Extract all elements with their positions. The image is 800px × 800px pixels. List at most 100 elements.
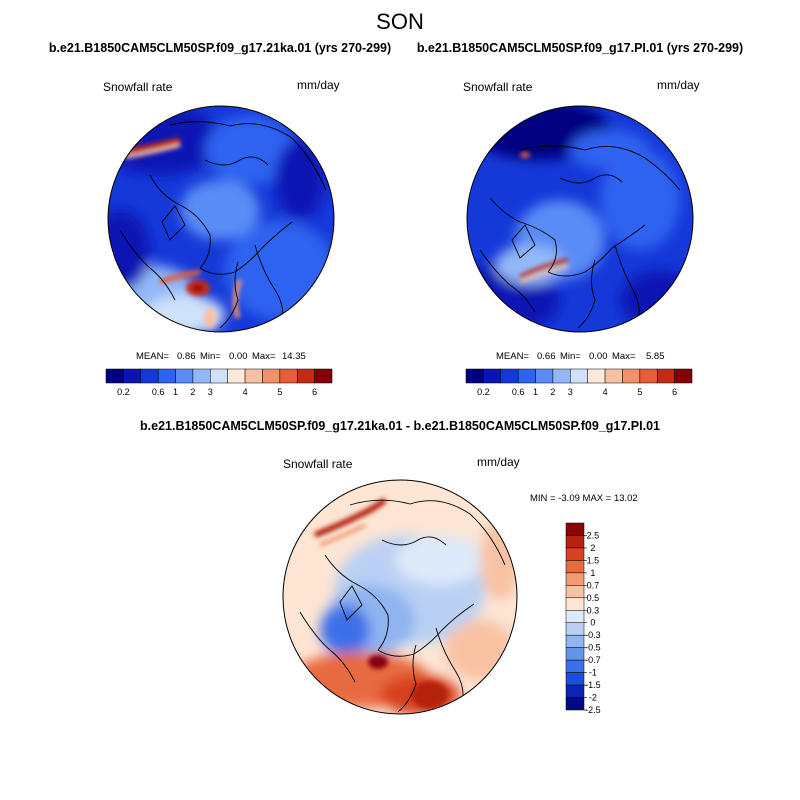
colorbar-difference-swatch xyxy=(565,672,585,686)
panel-2-variable: Snowfall rate xyxy=(463,80,533,94)
colorbar-difference-swatch xyxy=(565,634,585,648)
colorbar-difference-tick-label: -2.5 xyxy=(585,705,601,715)
colorbar-pi-tick-label: 3 xyxy=(568,387,573,397)
colorbar-pi-tick-label: 0.2 xyxy=(477,387,490,397)
colorbar-21ka-tick-label: 1 xyxy=(173,387,178,397)
panel-1-mean-label: MEAN= xyxy=(136,351,169,362)
map-difference xyxy=(282,479,518,715)
colorbar-difference-tick-label: -0.7 xyxy=(585,655,601,665)
map-21ka xyxy=(107,105,335,333)
colorbar-pi-swatch xyxy=(535,368,554,384)
colorbar-difference-swatch xyxy=(565,622,585,636)
colorbar-difference-tick-label: 2 xyxy=(590,543,595,553)
colorbar-pi-swatch xyxy=(500,368,519,384)
colorbar-21ka-swatch xyxy=(157,368,176,384)
panel-2-header: b.e21.B1850CAM5CLM50SP.f09_g17.PI.01 (yr… xyxy=(416,41,744,55)
colorbar-21ka-swatch xyxy=(175,368,194,384)
colorbar-21ka-swatch xyxy=(140,368,159,384)
colorbar-21ka-swatch xyxy=(210,368,228,384)
colorbar-pi-swatch xyxy=(517,368,536,384)
colorbar-difference-swatch xyxy=(565,572,585,586)
colorbar-21ka-tick-label: 5 xyxy=(277,387,282,397)
panel-2-mean: 0.66 xyxy=(537,351,556,362)
panel-3-header: b.e21.B1850CAM5CLM50SP.f09_g17.21ka.01 -… xyxy=(140,419,660,433)
panel-2-mean-label: MEAN= xyxy=(496,351,529,362)
panel-1-max: 14.35 xyxy=(282,351,306,362)
colorbar-difference-tick-label: -0.3 xyxy=(585,630,601,640)
colorbar-pi-tick-label: 4 xyxy=(603,387,608,397)
map-pi xyxy=(466,105,694,333)
colorbar-pi-swatch xyxy=(483,368,502,384)
panel-1-header: b.e21.B1850CAM5CLM50SP.f09_g17.21ka.01 (… xyxy=(48,41,392,55)
panel-2-max-label: Max= xyxy=(612,351,636,362)
panel-2-units: mm/day xyxy=(657,78,700,92)
colorbar-difference-tick-label: -2 xyxy=(589,693,597,703)
colorbar-21ka-tick-label: 2 xyxy=(190,387,195,397)
colorbar-21ka-tick-label: 0.2 xyxy=(117,387,130,397)
colorbar-pi-swatch xyxy=(552,368,571,384)
colorbar-pi-tick-label: 6 xyxy=(672,387,677,397)
colorbar-difference-tick-label: 0.3 xyxy=(587,605,600,615)
colorbar-pi-swatch xyxy=(622,368,641,384)
panel-2-max: 5.85 xyxy=(646,351,665,362)
panel-1-mean: 0.86 xyxy=(177,351,196,362)
panel-1-units: mm/day xyxy=(297,78,340,92)
colorbar-difference-swatch xyxy=(565,522,585,536)
colorbar-21ka-tick-label: 4 xyxy=(243,387,248,397)
panel-2-min-label: Min= xyxy=(560,351,581,362)
colorbar-difference-swatch xyxy=(565,585,585,599)
colorbar-pi-tick-label: 5 xyxy=(637,387,642,397)
colorbar-pi-swatch xyxy=(639,368,658,384)
colorbar-difference-tick-label: -0.5 xyxy=(585,643,601,653)
panel-1-variable: Snowfall rate xyxy=(103,80,173,94)
colorbar-21ka-swatch xyxy=(192,368,211,384)
colorbar-difference-tick-label: 1 xyxy=(590,568,595,578)
panel-3-variable: Snowfall rate xyxy=(283,457,353,471)
colorbar-pi-swatch xyxy=(465,368,484,384)
colorbar-pi-swatch xyxy=(604,368,623,384)
panel-1-min-label: Min= xyxy=(200,351,221,362)
colorbar-difference-swatch xyxy=(565,697,585,711)
colorbar-21ka-tick-label: 3 xyxy=(208,387,213,397)
figure-title: SON xyxy=(376,9,424,34)
colorbar-pi-swatch xyxy=(587,368,606,384)
colorbar-21ka-swatch xyxy=(279,368,298,384)
colorbar-difference-swatch xyxy=(565,547,585,561)
colorbar-pi-swatch xyxy=(674,368,693,384)
colorbar-pi-tick-label: 0.6 xyxy=(512,387,525,397)
colorbar-difference-swatch xyxy=(565,597,585,611)
panel-1-min: 0.00 xyxy=(229,351,248,362)
colorbar-difference-tick-label: -1.5 xyxy=(585,680,601,690)
colorbar-pi-tick-label: 2 xyxy=(550,387,555,397)
panel-3-minmax: MIN = -3.09 MAX = 13.02 xyxy=(530,493,638,504)
colorbar-difference-swatch xyxy=(565,560,585,574)
colorbar-difference-swatch xyxy=(565,535,585,549)
colorbar-difference-tick-label: 1.5 xyxy=(587,555,600,565)
colorbar-21ka-tick-label: 6 xyxy=(312,387,317,397)
colorbar-pi-swatch xyxy=(570,368,588,384)
colorbar-pi: 0.2 0.6 1 2 3 4 5 6 xyxy=(465,368,693,397)
colorbar-21ka-tick-label: 0.6 xyxy=(152,387,165,397)
colorbar-21ka-swatch xyxy=(123,368,142,384)
panel-3-units: mm/day xyxy=(477,455,520,469)
colorbar-21ka-swatch xyxy=(296,368,315,384)
colorbar-difference-tick-label: 2.5 xyxy=(587,530,600,540)
colorbar-21ka: 0.2 0.6 1 2 3 4 5 6 xyxy=(105,368,333,397)
colorbar-21ka-swatch xyxy=(314,368,333,384)
colorbar-difference-swatch xyxy=(565,684,585,698)
colorbar-difference-swatch xyxy=(565,647,585,661)
colorbar-pi-tick-label: 1 xyxy=(533,387,538,397)
colorbar-difference-tick-label: 0 xyxy=(590,618,595,628)
panel-1-max-label: Max= xyxy=(252,351,276,362)
colorbar-21ka-swatch xyxy=(244,368,263,384)
colorbar-pi-swatch xyxy=(656,368,675,384)
colorbar-difference-tick-label: -1 xyxy=(589,668,597,678)
colorbar-21ka-swatch xyxy=(262,368,281,384)
colorbar-difference: 2.5 2 1.5 1 0.7 0.5 0.3 0 -0.3 -0.5 -0.7 -1 -1.5 -2 -2… xyxy=(565,522,601,715)
colorbar-difference-tick-label: 0.5 xyxy=(587,593,600,603)
colorbar-21ka-swatch xyxy=(105,368,124,384)
colorbar-difference-swatch xyxy=(565,659,585,673)
colorbar-difference-swatch xyxy=(565,610,585,623)
panel-2-min: 0.00 xyxy=(589,351,608,362)
